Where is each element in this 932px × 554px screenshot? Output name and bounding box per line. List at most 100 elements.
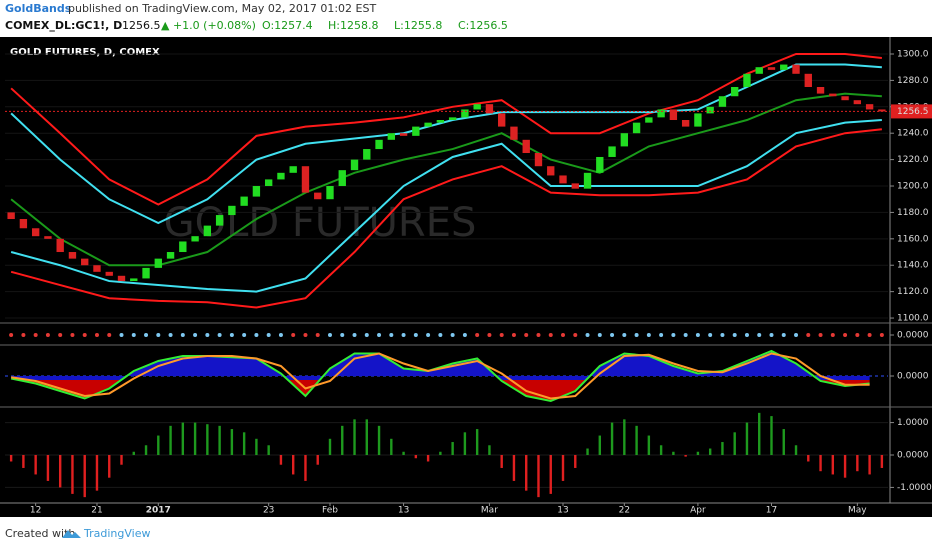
histogram-bar <box>745 422 749 455</box>
last-price-label: 1256.5 <box>897 107 929 117</box>
signal-dot <box>389 333 394 337</box>
histogram-bar <box>733 432 736 455</box>
histogram-bar <box>647 435 651 455</box>
histogram-bar <box>206 424 209 455</box>
histogram-bar <box>353 419 356 455</box>
signal-dot <box>610 333 615 337</box>
author[interactable]: GoldBands <box>5 2 72 15</box>
candle <box>166 252 175 259</box>
candle <box>743 73 751 87</box>
histogram-bar <box>451 442 454 455</box>
candle <box>130 278 138 282</box>
candle <box>681 120 690 127</box>
histogram-bar <box>279 455 283 465</box>
histogram-bar <box>586 448 589 455</box>
y-tick-label: 1220.0 <box>897 155 929 165</box>
candle <box>363 149 371 160</box>
histogram-bar <box>770 416 773 455</box>
x-tick-label: 13 <box>398 506 409 516</box>
signal-dot <box>659 333 664 337</box>
candle <box>620 133 629 147</box>
candle <box>93 265 101 272</box>
signal-dot <box>315 333 320 337</box>
signal-dot <box>879 333 884 337</box>
histogram-bar <box>488 445 491 455</box>
candle <box>534 153 543 167</box>
histogram-bar <box>537 455 540 498</box>
signal-dot <box>573 333 578 337</box>
histogram-bar <box>525 455 528 491</box>
candle <box>461 109 469 118</box>
y-tick-label: 1180.0 <box>897 208 929 218</box>
footer-brand[interactable]: TradingView <box>83 527 150 540</box>
signal-dot <box>769 333 774 337</box>
candle <box>718 96 727 107</box>
footer-created: Created with <box>5 527 75 540</box>
signal-dot <box>757 333 762 337</box>
histogram-bar <box>377 425 381 455</box>
candle <box>657 109 665 118</box>
histogram-bar <box>144 445 148 455</box>
signal-dot <box>266 333 271 337</box>
histogram-bar <box>659 445 663 455</box>
x-tick-label: 2017 <box>146 506 171 516</box>
signal-dot <box>33 333 38 337</box>
signal-dot <box>144 333 149 337</box>
histogram-bar <box>267 445 270 455</box>
area-below <box>18 380 870 401</box>
signal-dot <box>254 333 259 337</box>
histogram-bar <box>610 422 614 455</box>
histogram-bar <box>843 455 847 478</box>
low: L:1255.8 <box>394 19 442 32</box>
signal-dot <box>278 333 283 337</box>
histogram-bar <box>169 425 172 455</box>
signal-dot <box>597 333 602 337</box>
signal-dot <box>462 333 467 337</box>
candle <box>277 172 285 180</box>
signal-dot <box>242 333 247 337</box>
histogram-bar <box>782 429 785 455</box>
histogram-bar <box>95 455 99 491</box>
signal-dot <box>131 333 136 337</box>
y-tick-label: -1.0000 <box>897 483 932 493</box>
histogram-bar <box>623 419 626 455</box>
candle <box>375 139 383 150</box>
histogram-bar <box>598 435 601 455</box>
histogram-bar <box>9 455 13 462</box>
candle <box>215 215 224 226</box>
signal-dot <box>352 333 357 337</box>
candle <box>31 228 40 237</box>
x-tick-label: May <box>848 506 867 516</box>
signal-dot <box>156 333 161 337</box>
candle <box>424 122 432 127</box>
candle <box>498 113 506 127</box>
oscillator-line <box>10 349 870 403</box>
signal-dot <box>58 333 63 337</box>
signal-dot <box>548 333 553 337</box>
change: ▲ +1.0 (+0.08%) <box>161 19 256 32</box>
signal-dot <box>450 333 455 337</box>
legend: GOLD FUTURES, D, COMEX <box>10 47 160 58</box>
signal-dot <box>720 333 725 337</box>
signal-dot <box>732 333 737 337</box>
histogram-bar <box>365 419 368 455</box>
histogram-bar <box>426 455 430 462</box>
candle <box>608 146 616 157</box>
signal-dot <box>364 333 369 337</box>
signal-dot <box>21 333 26 337</box>
signal-dot <box>327 333 332 337</box>
candle <box>436 120 445 123</box>
histogram-bar <box>684 455 687 457</box>
signal-dot <box>303 333 308 337</box>
histogram-bar <box>132 451 135 455</box>
signal-dot <box>536 333 541 337</box>
signal-dot <box>94 333 99 337</box>
signal-dot <box>794 333 799 337</box>
y-tick-label: 1160.0 <box>897 234 929 244</box>
signal-dot <box>511 333 516 337</box>
y-tick-label: 1100.0 <box>897 314 929 324</box>
signal-dot <box>119 333 124 337</box>
histogram-bar <box>255 438 258 455</box>
candle <box>105 271 113 276</box>
